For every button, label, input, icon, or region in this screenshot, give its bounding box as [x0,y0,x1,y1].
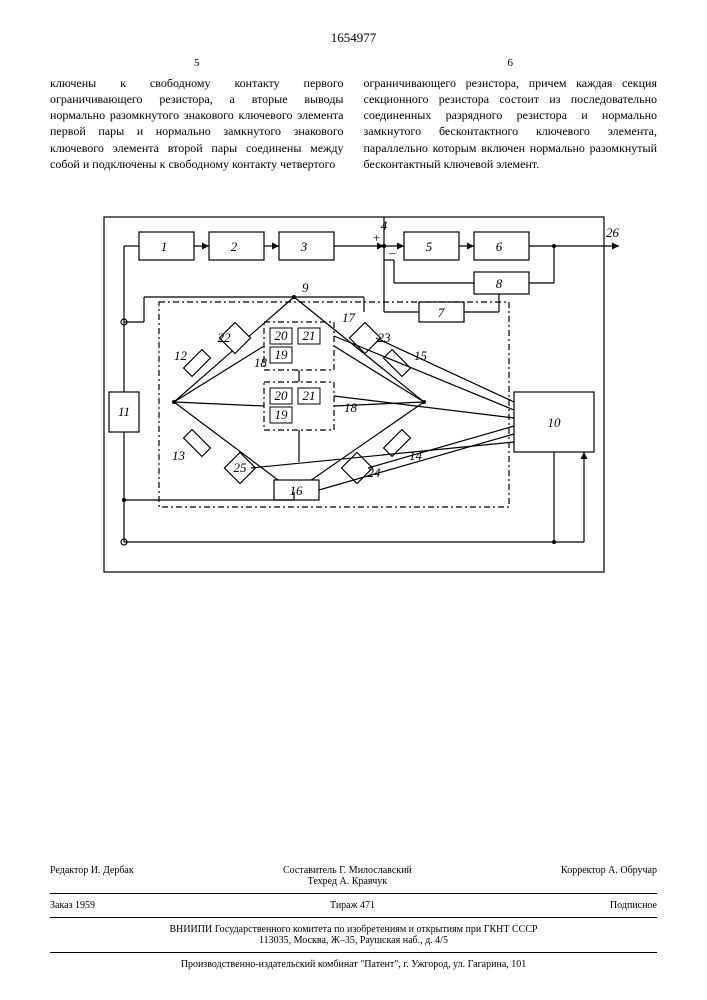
col-num-right: 6 [364,56,658,71]
svg-text:–: – [388,245,396,260]
label-23: 23 [377,330,391,345]
footer: Редактор И. Дербак Составитель Г. Милосл… [50,865,657,970]
right-text: ограничивающего резистора, причем каждая… [364,75,658,172]
label-21a: 21 [302,328,315,343]
label-18b: 18 [344,400,358,415]
label-17: 17 [342,310,356,325]
label-10: 10 [547,415,561,430]
label-19b: 19 [274,407,288,422]
label-25: 25 [233,460,247,475]
footer-line3: Производственно-издательский комбинат "П… [50,959,657,970]
label-2: 2 [230,239,237,254]
left-text: ключены к свободному контакту первого ог… [50,75,344,172]
composer: Составитель Г. Милославский [283,865,412,876]
label-26: 26 [606,225,620,240]
right-column: 6 ограничивающего резистора, причем кажд… [364,56,658,172]
label-20a: 20 [274,328,288,343]
label-9: 9 [302,280,309,295]
patent-number: 1654977 [50,30,657,46]
label-8: 8 [495,276,502,291]
label-1: 1 [160,239,167,254]
circuit-diagram: 1 2 3 4 + – 5 6 26 [84,202,624,592]
label-19a: 19 [274,347,288,362]
tech: Техред А. Кравчук [308,876,388,887]
label-3: 3 [299,239,307,254]
corrector: Корректор А. Обручар [561,865,657,887]
label-20b: 20 [274,388,288,403]
footer-line2: 113035, Москва, Ж–35, Раушская наб., д. … [50,935,657,946]
tirage: Тираж 471 [330,900,375,911]
label-5: 5 [425,239,432,254]
subscr: Подписное [610,900,657,911]
label-16: 16 [289,483,303,498]
label-11: 11 [117,404,129,419]
label-7: 7 [437,305,444,320]
col-num-left: 5 [50,56,344,71]
label-12: 12 [174,348,188,363]
label-22: 22 [217,330,231,345]
footer-line1: ВНИИПИ Государственного комитета по изоб… [50,924,657,935]
left-column: 5 ключены к свободному контакту первого … [50,56,344,172]
text-columns: 5 ключены к свободному контакту первого … [50,56,657,172]
label-18a: 18 [254,355,268,370]
order: Заказ 1959 [50,900,95,911]
label-6: 6 [495,239,502,254]
label-21b: 21 [302,388,315,403]
svg-text:+: + [372,230,381,245]
diagram-container: 1 2 3 4 + – 5 6 26 [50,202,657,592]
editor: Редактор И. Дербак [50,865,134,887]
label-13: 13 [172,448,186,463]
page: 1654977 5 ключены к свободному контакту … [0,0,707,612]
